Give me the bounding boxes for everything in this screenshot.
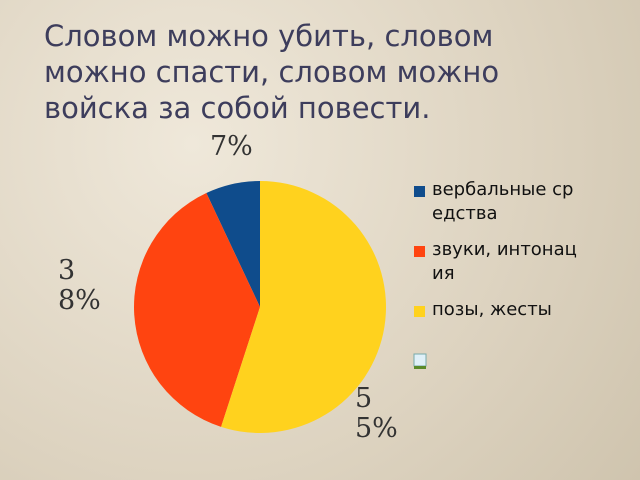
legend-swatch-empty [413,353,427,367]
pie-slice [221,181,386,433]
legend-swatch [414,306,425,317]
legend-swatch [414,246,425,257]
legend-label: вербальные средства [432,179,574,224]
data-label: 38% [58,255,101,316]
legend-label: позы, жесты [432,299,552,320]
pie [133,181,386,433]
data-label: 55% [355,383,398,444]
pie-slice [206,181,260,307]
data-label: 7% [210,131,253,162]
legend-label: звуки, интонация [432,239,577,284]
legend-swatch-empty [414,366,426,369]
pie-slice [133,192,260,427]
slide-title: Словом можно убить, словом можно спасти,… [44,19,500,125]
legend-swatch [414,186,425,197]
